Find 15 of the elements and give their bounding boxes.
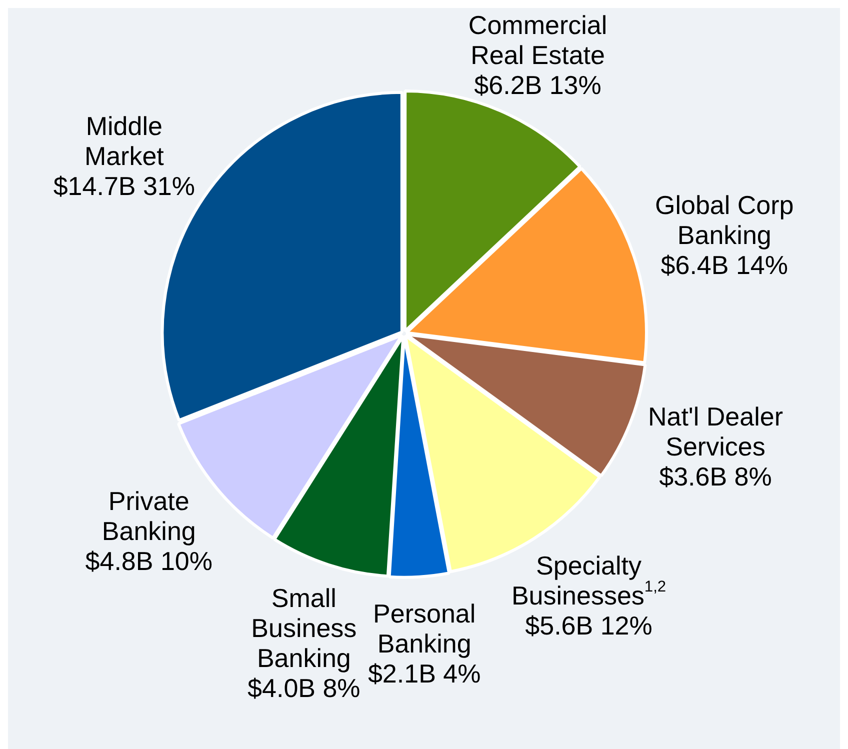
data-label: $6.4B 14% bbox=[660, 250, 788, 280]
data-label: $2.1B 4% bbox=[368, 658, 481, 689]
slice-label: Personal Banking bbox=[373, 598, 476, 659]
slice-label: Nat'l Dealer Services bbox=[648, 402, 784, 462]
data-label: $14.7B 31% bbox=[53, 171, 196, 202]
slice-label: Private Banking bbox=[102, 486, 196, 546]
data-label: $3.6B 8% bbox=[659, 462, 772, 492]
slice-label: Global Corp Banking bbox=[655, 190, 794, 250]
slice-label: Commercial Real Estate bbox=[468, 10, 608, 70]
data-label: $5.6B 12% bbox=[525, 610, 652, 641]
slice-label: Small Business Banking bbox=[251, 583, 357, 674]
data-label: $4.8B 10% bbox=[85, 546, 212, 576]
data-label: $4.0B 8% bbox=[248, 673, 360, 704]
data-label: $6.2B 13% bbox=[474, 70, 602, 100]
slice-label: Middle Market bbox=[84, 111, 165, 172]
